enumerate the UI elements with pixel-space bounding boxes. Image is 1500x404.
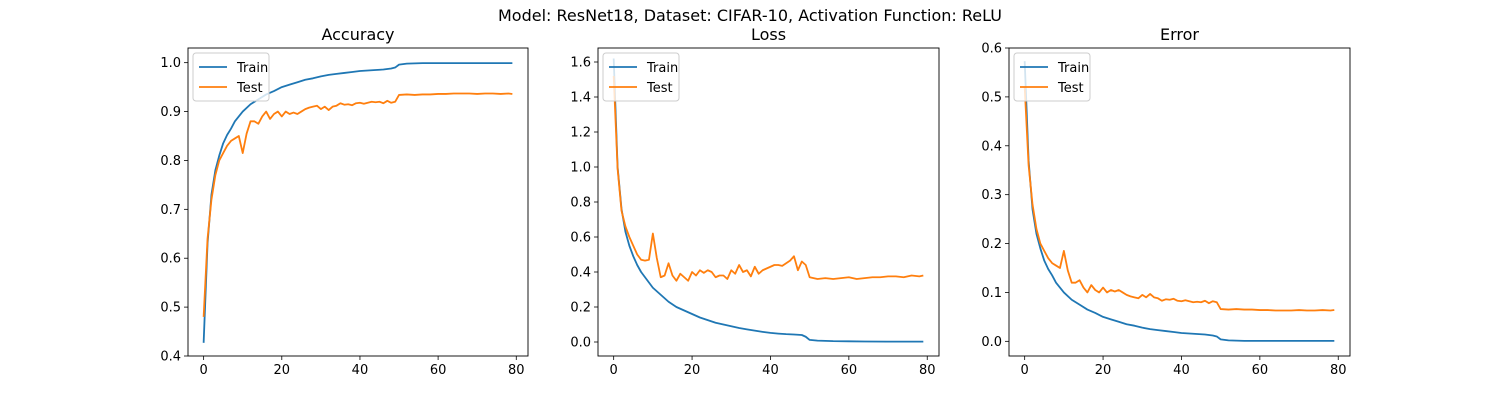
legend-label-train: Train xyxy=(236,61,268,76)
y-tick-label: 0.0 xyxy=(981,335,1002,350)
y-tick-label: 1.0 xyxy=(570,161,591,176)
y-tick-label: 0.4 xyxy=(570,266,591,281)
x-tick-label: 0 xyxy=(199,363,207,378)
axes-frame xyxy=(597,47,940,357)
x-tick-label: 80 xyxy=(508,363,525,378)
chart-title: Accuracy xyxy=(321,25,394,44)
legend-box xyxy=(1013,52,1091,102)
series-line-test xyxy=(612,75,924,282)
y-tick-label: 0.7 xyxy=(160,203,181,218)
y-tick-label: 0.6 xyxy=(981,42,1002,57)
legend-label-test: Test xyxy=(1057,81,1084,96)
series-line-test xyxy=(202,92,513,317)
series-line-test xyxy=(1023,87,1335,312)
x-tick-label: 40 xyxy=(1173,363,1190,378)
x-tick-label: 80 xyxy=(1330,363,1347,378)
legend-box xyxy=(192,52,270,102)
legend-label-test: Test xyxy=(646,81,673,96)
x-tick-label: 20 xyxy=(274,363,291,378)
series-line-train xyxy=(202,62,513,343)
y-tick-label: 0.1 xyxy=(981,286,1002,301)
x-tick-label: 0 xyxy=(610,363,618,378)
axes-frame xyxy=(1008,47,1351,357)
figure-suptitle: Model: ResNet18, Dataset: CIFAR-10, Acti… xyxy=(498,6,1002,25)
x-tick-label: 60 xyxy=(430,363,447,378)
legend-label-train: Train xyxy=(1057,61,1089,76)
y-tick-label: 0.8 xyxy=(160,154,181,169)
y-tick-label: 1.6 xyxy=(570,56,591,71)
y-tick-label: 1.0 xyxy=(160,56,181,71)
x-tick-label: 60 xyxy=(841,363,858,378)
y-tick-label: 0.4 xyxy=(981,139,1002,154)
y-tick-label: 0.3 xyxy=(981,188,1002,203)
x-tick-label: 40 xyxy=(762,363,779,378)
chart-error: Error 0 20 40 60 80 0.0 0.1 0.2 0.3 0.4 0.5 0.6 Train… xyxy=(981,25,1351,378)
y-tick-label: 0.5 xyxy=(160,301,181,316)
y-tick-label: 0.6 xyxy=(160,252,181,267)
chart-title: Loss xyxy=(751,25,786,44)
y-tick-label: 0.0 xyxy=(570,336,591,351)
chart-accuracy: Accuracy 0 20 40 60 80 0.4 0.5 0.6 0.7 0.8 0.9 1.0 Tr… xyxy=(160,25,529,378)
y-tick-label: 0.4 xyxy=(160,350,181,365)
x-tick-label: 0 xyxy=(1021,363,1029,378)
legend-label-train: Train xyxy=(646,61,678,76)
x-tick-label: 80 xyxy=(919,363,936,378)
y-tick-label: 0.9 xyxy=(160,105,181,120)
axes-frame xyxy=(187,47,529,357)
y-tick-label: 0.2 xyxy=(981,237,1002,252)
y-tick-label: 0.8 xyxy=(570,196,591,211)
series-line-train xyxy=(1023,61,1335,342)
y-tick-label: 0.6 xyxy=(570,231,591,246)
x-tick-label: 60 xyxy=(1252,363,1269,378)
chart-loss: Loss 0 20 40 60 80 0.0 0.2 0.4 0.6 0.8 1.0 1.2 1.4 1.6… xyxy=(570,25,940,378)
x-tick-label: 20 xyxy=(684,363,701,378)
y-tick-label: 0.2 xyxy=(570,301,591,316)
y-tick-label: 0.5 xyxy=(981,90,1002,105)
y-tick-label: 1.4 xyxy=(570,91,591,106)
y-tick-label: 1.2 xyxy=(570,126,591,141)
chart-title: Error xyxy=(1160,25,1199,44)
legend-label-test: Test xyxy=(236,81,263,96)
series-line-train xyxy=(612,58,924,343)
x-tick-label: 40 xyxy=(352,363,369,378)
x-tick-label: 20 xyxy=(1095,363,1112,378)
legend-box xyxy=(602,52,680,102)
